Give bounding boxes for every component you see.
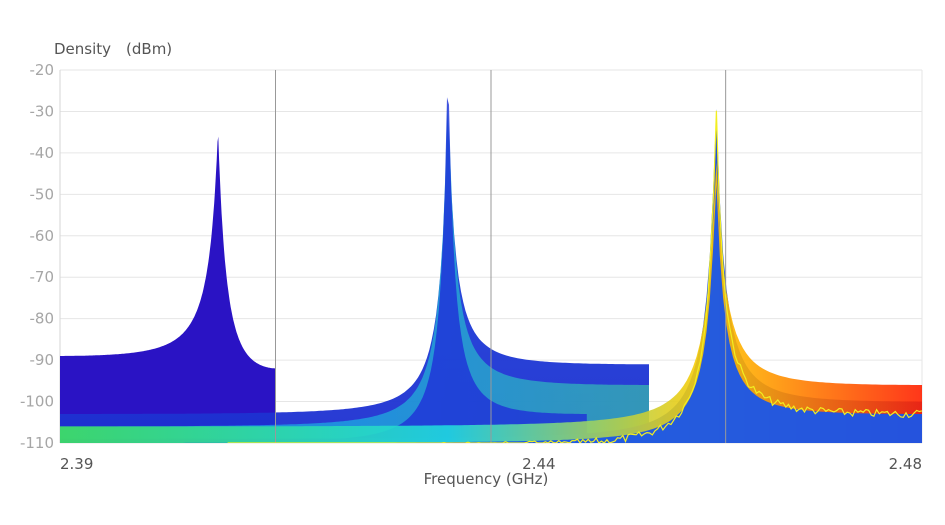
density-peak-1 [60, 136, 276, 443]
y-tick-label: -70 [30, 268, 55, 286]
density-peak-2 [60, 112, 649, 443]
yellow-trace [227, 110, 922, 443]
vertical-markers [275, 70, 727, 443]
x-tick-label: 2.48 [889, 455, 922, 473]
density-peak-2-core [60, 97, 587, 443]
y-tick-label: -40 [30, 144, 55, 162]
density-layer [60, 97, 922, 443]
y-tick-label: -60 [30, 227, 55, 245]
y-tick-label: -100 [20, 393, 54, 411]
y-axis-ticks: -20 -30 -40 -50 -60 -70 -80 -90 -100 -110 [20, 61, 54, 452]
x-tick-label: 2.44 [522, 455, 555, 473]
y-tick-label: -110 [20, 434, 54, 452]
density-peak-3-core [60, 184, 922, 443]
y-tick-label: -30 [30, 102, 55, 120]
y-tick-label: -50 [30, 185, 55, 203]
y-tick-label: -20 [30, 61, 55, 79]
y-tick-label: -90 [30, 351, 55, 369]
x-axis-title: Frequency (GHz) [424, 470, 549, 488]
density-peak-2-band [60, 97, 649, 443]
x-axis-ticks: 2.39 2.44 2.48 [60, 455, 922, 473]
trace-layer [227, 110, 922, 443]
y-tick-label: -80 [30, 310, 55, 328]
y-axis-title: Density (dBm) [54, 40, 172, 58]
x-tick-label: 2.39 [60, 455, 93, 473]
